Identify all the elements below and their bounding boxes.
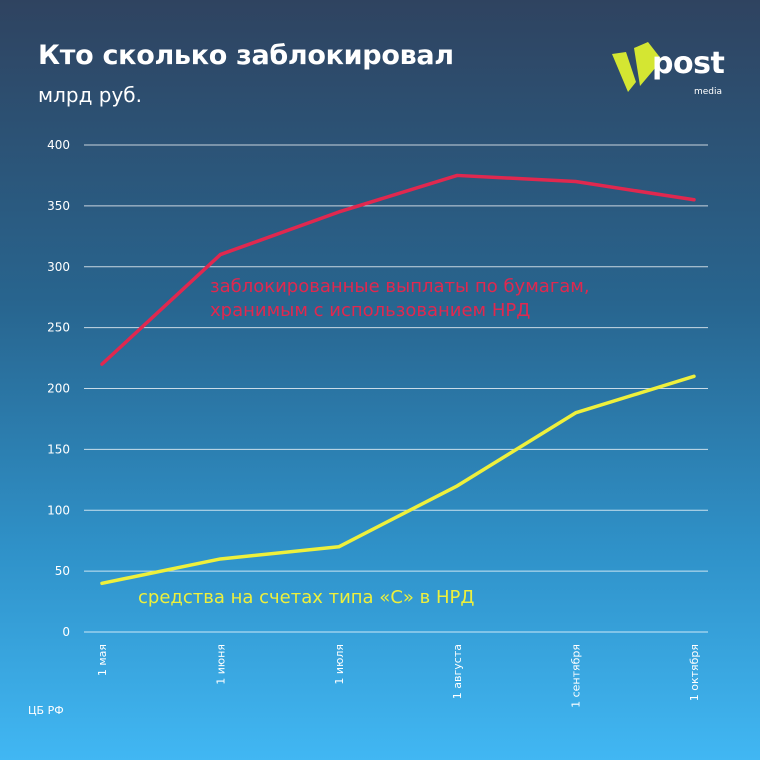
series-line-1 (100, 173, 696, 366)
series-annotations: заблокированные выплаты по бумагам, храни… (138, 276, 590, 608)
y-tick-label: 400 (47, 138, 70, 152)
series-label-line: средства на счетах типа «С» в НРД (138, 587, 474, 608)
x-axis-ticks: 1 мая 1 июня 1 июля 1 августа 1 сентября 1 ок… (96, 644, 701, 708)
x-tick-label: 1 июля (333, 644, 346, 685)
series-line-2 (100, 374, 696, 586)
y-tick-label: 250 (47, 321, 70, 335)
series-label-line: хранимым с использованием НРД (210, 300, 530, 321)
series-label-1: заблокированные выплаты по бумагам, храни… (210, 276, 590, 321)
data-source: ЦБ РФ (28, 704, 64, 717)
chart-grid (84, 144, 708, 633)
x-tick-label: 1 мая (96, 644, 109, 676)
y-tick-label: 300 (47, 260, 70, 274)
x-tick-label: 1 октября (688, 644, 701, 701)
y-tick-label: 0 (62, 625, 70, 639)
chart-title: Кто сколько заблокировал (38, 40, 454, 71)
series-label-line: заблокированные выплаты по бумагам, (210, 276, 590, 297)
y-axis-ticks: 0 50 100 150 200 250 300 350 400 (47, 138, 70, 639)
chart-subtitle: млрд руб. (38, 83, 142, 107)
series-label-2: средства на счетах типа «С» в НРД (138, 587, 474, 608)
postmedia-logo: post media (610, 40, 725, 110)
x-tick-label: 1 августа (451, 644, 464, 699)
y-tick-label: 50 (55, 564, 70, 578)
y-tick-label: 100 (47, 503, 70, 517)
x-tick-label: 1 сентября (570, 644, 583, 708)
series-lines (100, 173, 696, 586)
logo-subtext: media (694, 87, 723, 97)
logo-mark-icon (612, 42, 662, 92)
y-tick-label: 200 (47, 382, 70, 396)
y-tick-label: 150 (47, 442, 70, 456)
logo-text: post (652, 46, 725, 81)
y-tick-label: 350 (47, 199, 70, 213)
x-tick-label: 1 июня (214, 644, 227, 685)
